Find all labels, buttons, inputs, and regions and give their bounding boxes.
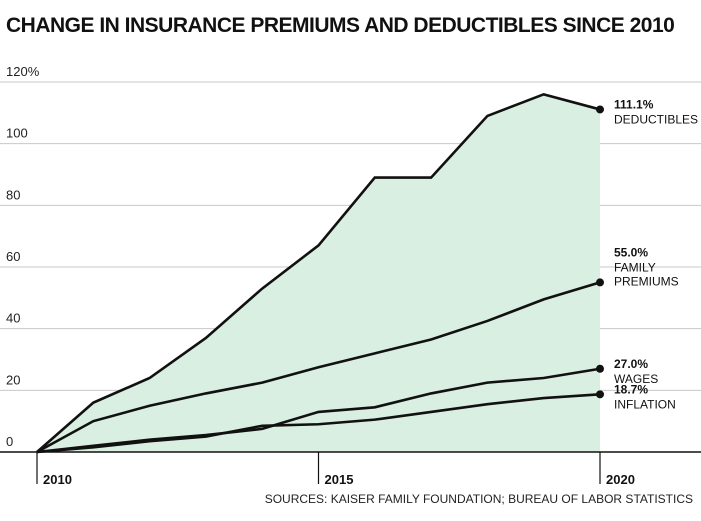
wages-end-point xyxy=(596,364,604,373)
deductibles-value-label: 111.1% xyxy=(614,97,654,111)
inflation-name-label: INFLATION xyxy=(614,397,676,411)
y-tick-label: 80 xyxy=(6,187,20,202)
y-tick-label: 60 xyxy=(6,249,20,264)
premiums-value-label: 55.0% xyxy=(614,245,648,259)
source-note: SOURCES: KAISER FAMILY FOUNDATION; BUREA… xyxy=(264,492,693,506)
wages-value-label: 27.0% xyxy=(614,357,648,371)
premiums-name-label: PREMIUMS xyxy=(614,274,679,288)
series-lines xyxy=(36,92,604,454)
premiums-end-point xyxy=(596,278,604,287)
y-tick-label: 0 xyxy=(6,434,13,449)
x-tick-label: 2015 xyxy=(325,472,354,487)
x-axis-labels: 2010 2015 2020 xyxy=(43,472,635,487)
y-tick-label: 40 xyxy=(6,311,20,326)
inflation-line xyxy=(36,393,601,454)
y-tick-label: 100 xyxy=(6,126,28,141)
y-axis-labels: 120% 100 80 60 40 20 0 xyxy=(6,64,40,449)
deductibles-line xyxy=(36,92,601,453)
deductibles-area xyxy=(37,94,600,452)
wages-line xyxy=(36,367,601,454)
deductibles-name-label: DEDUCTIBLES xyxy=(614,112,698,126)
inflation-end-point xyxy=(596,390,604,399)
y-tick-label: 20 xyxy=(6,372,20,387)
x-tick-label: 2020 xyxy=(606,472,635,487)
x-axis xyxy=(0,451,701,484)
wages-name-label: WAGES xyxy=(614,372,658,386)
premiums-line xyxy=(36,281,601,454)
premiums-name-label: FAMILY xyxy=(614,260,656,274)
deductibles-end-point xyxy=(596,105,604,114)
x-tick-label: 2010 xyxy=(43,472,72,487)
inflation-value-label: 18.7% xyxy=(614,382,648,396)
chart-title: CHANGE IN INSURANCE PREMIUMS AND DEDUCTI… xyxy=(6,14,675,37)
y-tick-label: 120% xyxy=(6,64,40,79)
